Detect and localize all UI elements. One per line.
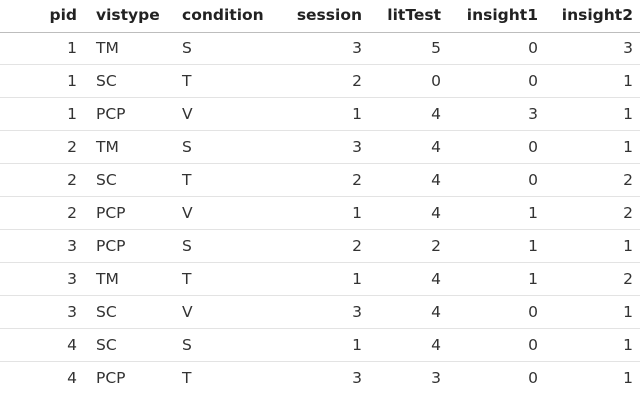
table-cell: 4 <box>431 138 441 156</box>
table-cell: SC <box>96 336 117 354</box>
table-cell: 1 <box>67 105 77 123</box>
table-cell: PCP <box>96 237 126 255</box>
table-cell: 2 <box>623 171 633 189</box>
table-cell: 1 <box>528 237 538 255</box>
table-cell: 1 <box>623 105 633 123</box>
table-cell: 5 <box>431 39 441 57</box>
table-cell: 2 <box>352 72 362 90</box>
table-cell: SC <box>96 72 117 90</box>
table-cell: V <box>182 303 193 321</box>
table-cell: T <box>182 369 192 387</box>
table-cell: 4 <box>431 171 441 189</box>
table-cell: S <box>182 336 192 354</box>
table-cell: 1 <box>623 336 633 354</box>
table-cell: 1 <box>623 369 633 387</box>
table-cell: PCP <box>96 105 126 123</box>
table-cell: 4 <box>67 336 77 354</box>
table-cell: 2 <box>623 204 633 222</box>
table-cell: 1 <box>623 303 633 321</box>
table-cell: 1 <box>352 336 362 354</box>
table-cell: 2 <box>67 171 77 189</box>
table-cell: T <box>182 270 192 288</box>
table-cell: 4 <box>431 105 441 123</box>
table-cell: 0 <box>528 171 538 189</box>
table-cell: 3 <box>352 138 362 156</box>
table-cell: 0 <box>528 303 538 321</box>
row-rule <box>0 262 640 263</box>
table-cell: 1 <box>352 204 362 222</box>
table-cell: 4 <box>431 336 441 354</box>
table-cell: 0 <box>528 336 538 354</box>
table-cell: 3 <box>528 105 538 123</box>
table-cell: 0 <box>528 72 538 90</box>
table-cell: 1 <box>528 270 538 288</box>
table-cell: 3 <box>352 369 362 387</box>
header-rule <box>0 32 640 33</box>
table-cell: 1 <box>623 237 633 255</box>
table-cell: 4 <box>431 270 441 288</box>
table-cell: TM <box>96 270 119 288</box>
column-header: session <box>296 6 362 24</box>
column-header: insight2 <box>561 6 633 24</box>
table-cell: 0 <box>528 369 538 387</box>
row-rule <box>0 130 640 131</box>
table-cell: S <box>182 237 192 255</box>
row-rule <box>0 97 640 98</box>
table-cell: SC <box>96 303 117 321</box>
table-cell: V <box>182 105 193 123</box>
row-rule <box>0 328 640 329</box>
table-cell: 1 <box>67 72 77 90</box>
table-cell: TM <box>96 138 119 156</box>
column-header: vistype <box>96 6 160 24</box>
table-cell: 4 <box>431 204 441 222</box>
table-cell: TM <box>96 39 119 57</box>
table-cell: S <box>182 138 192 156</box>
table-cell: 1 <box>67 39 77 57</box>
table-cell: 1 <box>623 72 633 90</box>
table-cell: 1 <box>623 138 633 156</box>
table-cell: 1 <box>352 270 362 288</box>
table-cell: 0 <box>528 39 538 57</box>
table-cell: 2 <box>67 204 77 222</box>
table-cell: 3 <box>352 303 362 321</box>
column-header: litTest <box>387 6 441 24</box>
table-cell: 2 <box>352 171 362 189</box>
row-rule <box>0 361 640 362</box>
table-cell: SC <box>96 171 117 189</box>
table-cell: 2 <box>67 138 77 156</box>
table-cell: V <box>182 204 193 222</box>
table-cell: S <box>182 39 192 57</box>
table-cell: 2 <box>431 237 441 255</box>
table-cell: PCP <box>96 369 126 387</box>
table-cell: PCP <box>96 204 126 222</box>
row-rule <box>0 196 640 197</box>
table-cell: 3 <box>67 303 77 321</box>
table-cell: 3 <box>623 39 633 57</box>
row-rule <box>0 295 640 296</box>
table-cell: 3 <box>67 237 77 255</box>
column-header: pid <box>49 6 77 24</box>
table-cell: 1 <box>528 204 538 222</box>
table-cell: 4 <box>67 369 77 387</box>
table-cell: T <box>182 72 192 90</box>
row-rule <box>0 229 640 230</box>
table-cell: 3 <box>352 39 362 57</box>
table-cell: 2 <box>623 270 633 288</box>
table-cell: 0 <box>528 138 538 156</box>
row-rule <box>0 163 640 164</box>
table-cell: 3 <box>431 369 441 387</box>
table-cell: 0 <box>431 72 441 90</box>
table-cell: T <box>182 171 192 189</box>
column-header: insight1 <box>466 6 538 24</box>
table-cell: 4 <box>431 303 441 321</box>
table-cell: 3 <box>67 270 77 288</box>
table-cell: 1 <box>352 105 362 123</box>
table-cell: 2 <box>352 237 362 255</box>
column-header: condition <box>182 6 264 24</box>
row-rule <box>0 64 640 65</box>
